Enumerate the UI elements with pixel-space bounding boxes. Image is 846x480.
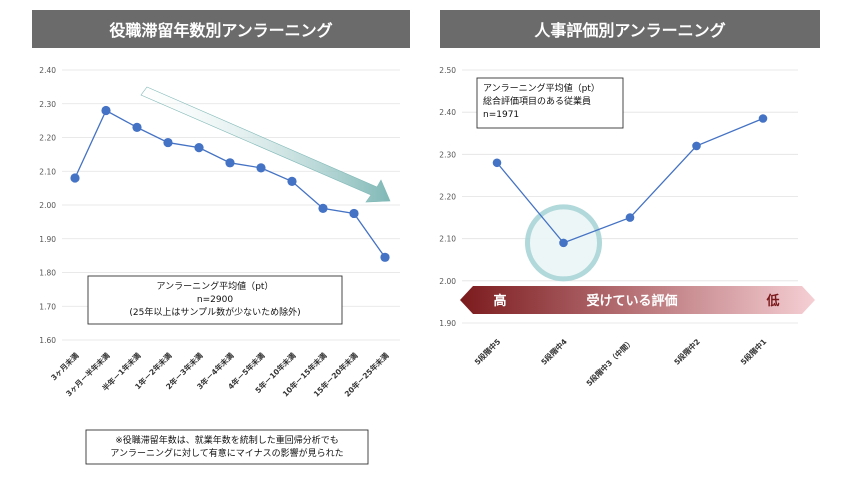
data-point — [256, 163, 266, 173]
legend-text: n=2900 — [197, 295, 233, 305]
y-tick-label: 2.00 — [39, 201, 56, 210]
data-point — [380, 252, 390, 262]
y-tick-label: 2.30 — [439, 150, 456, 159]
trend-arrow — [140, 86, 391, 203]
data-point — [492, 158, 502, 168]
legend-box — [476, 77, 624, 129]
band-center-label: 受けている評価 — [586, 293, 677, 309]
legend-text: (25年以上はサンプル数が少ないため除外) — [129, 306, 300, 318]
data-point — [758, 114, 768, 123]
data-point — [163, 137, 173, 148]
legend-box — [87, 275, 343, 325]
y-tick-label: 2.10 — [439, 235, 456, 244]
y-tick-label: 2.40 — [39, 66, 56, 75]
x-category-label: 5段階中1 — [738, 336, 768, 366]
x-category-label: 5段階中2 — [672, 336, 702, 366]
y-tick-label: 2.50 — [439, 66, 456, 75]
data-point — [101, 105, 111, 116]
x-category-label: 5段階中3（中間） — [584, 336, 636, 388]
legend-text: 総合評価項目のある従業員 — [483, 95, 591, 107]
legend-text: アンラーニング平均値（pt） — [157, 280, 274, 292]
data-point — [132, 122, 142, 132]
y-tick-label: 2.20 — [439, 193, 456, 202]
legend-text: アンラーニング平均値（pt） — [483, 82, 600, 94]
band-right-label: 低 — [765, 293, 779, 309]
y-tick-label: 1.90 — [39, 235, 56, 244]
footnote-text: アンラーニングに対して有意にマイナスの影響が見られた — [110, 447, 343, 459]
data-point — [349, 208, 359, 219]
band-left-label: 高 — [493, 293, 506, 309]
y-tick-label: 1.90 — [439, 319, 456, 328]
left-chart-title: 役職滞留年数別アンラーニング — [32, 10, 410, 48]
y-tick-label: 1.70 — [39, 302, 56, 311]
y-tick-label: 2.20 — [39, 134, 56, 143]
x-category-label: 3ヶ月未満 — [48, 350, 80, 382]
data-point — [225, 158, 235, 168]
footnote-box — [85, 429, 369, 465]
data-point — [559, 238, 568, 248]
data-point — [318, 203, 328, 213]
data-point — [692, 141, 701, 151]
evaluation-band-arrow — [460, 286, 815, 314]
y-tick-label: 2.10 — [39, 167, 56, 176]
x-category-label: 5段階中4 — [539, 336, 569, 366]
y-tick-label: 1.80 — [39, 269, 56, 278]
y-tick-label: 2.00 — [439, 277, 456, 286]
footnote-text: ※役職滞留年数は、就業年数を統制した重回帰分析でも — [115, 434, 339, 446]
legend-text: n=1971 — [483, 110, 519, 120]
data-point — [70, 173, 80, 183]
data-point — [194, 143, 204, 153]
data-point — [287, 176, 297, 186]
y-tick-label: 1.60 — [39, 336, 56, 345]
data-point — [625, 213, 635, 222]
right-chart-title: 人事評価別アンラーニング — [440, 10, 820, 48]
x-category-label: 5段階中5 — [472, 336, 502, 366]
y-tick-label: 2.40 — [439, 108, 456, 117]
y-tick-label: 2.30 — [39, 100, 56, 109]
